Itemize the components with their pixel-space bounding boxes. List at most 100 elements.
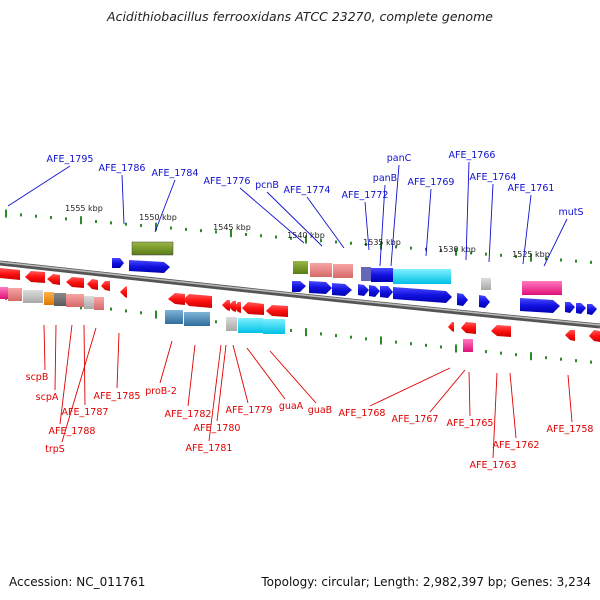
gene-arrow [358,284,369,296]
feature-box [8,288,22,301]
gene-label[interactable]: AFE_1782 [165,409,212,420]
leader-line [59,324,73,425]
gene-label[interactable]: AFE_1781 [186,443,233,454]
gene-arrow [25,271,45,283]
forward-gene-labels: AFE_1795 AFE_1786 AFE_1784 AFE_1776 pcnB AFE_… [7,150,584,267]
leader-line [187,344,196,407]
feature-box [333,264,353,278]
forward-strand-features [112,241,597,315]
gene-arrow [112,258,124,268]
gene-arrow [520,298,560,313]
feature-box [393,269,451,284]
gene-label[interactable]: trpS [45,444,65,455]
gene-label[interactable]: AFE_1765 [447,418,494,429]
gene-label[interactable]: proB-2 [145,386,177,397]
gene-label[interactable]: AFE_1763 [470,460,517,471]
gene-arrow [576,303,586,314]
scale-label: 1555 kbp [65,204,103,213]
feature-box [131,241,174,256]
gene-arrow [491,325,511,337]
scale-label: 1530 kbp [438,245,476,254]
feature-box [94,297,104,310]
gene-label[interactable]: AFE_1767 [392,414,439,425]
leader-line [154,179,176,233]
gene-label[interactable]: AFE_1779 [226,405,273,416]
leader-line [116,332,120,389]
gene-label[interactable]: AFE_1768 [339,408,386,419]
gene-label[interactable]: mutS [558,207,583,218]
leader-line [61,327,97,443]
gene-label[interactable]: AFE_1764 [470,172,517,183]
gene-label[interactable]: scpB [26,372,49,383]
leader-line [7,165,71,207]
gene-arrow [0,268,20,280]
gene-label[interactable]: panB [373,173,397,184]
gene-arrow [87,279,98,290]
reverse-strand-features [0,268,600,352]
gene-label[interactable]: AFE_1762 [493,440,540,451]
gene-label[interactable]: scpA [36,392,59,403]
leader-line [306,196,345,249]
feature-box [66,294,84,307]
feature-box [310,263,332,277]
leader-line [232,344,249,404]
gene-arrow [309,281,332,294]
genome-backbone-highlight [0,261,600,326]
gene-label[interactable]: AFE_1785 [94,391,141,402]
gene-label[interactable]: AFE_1769 [408,177,455,188]
leader-line [543,218,568,267]
feature-box [371,268,393,282]
scale-label: 1525 kbp [512,250,550,259]
gene-arrow [292,281,306,292]
gene-label[interactable]: AFE_1772 [342,190,389,201]
leader-line [54,324,57,391]
feature-box [226,317,237,331]
gene-label[interactable]: AFE_1758 [547,424,594,435]
leader-line [208,344,222,442]
gene-label[interactable]: AFE_1766 [449,150,496,161]
leader-line [216,344,227,422]
gene-arrow [587,304,597,315]
gene-label[interactable]: AFE_1761 [508,183,555,194]
gene-label[interactable]: AFE_1787 [62,407,109,418]
gene-arrow [589,330,600,342]
leader-line [468,371,471,417]
leader-line [425,188,432,257]
feature-box [361,267,371,281]
gene-label[interactable]: AFE_1784 [152,168,199,179]
gene-label[interactable]: AFE_1776 [204,176,251,187]
gene-arrow [565,330,575,341]
leader-line [369,367,451,407]
gene-arrow [228,301,236,312]
gene-label[interactable]: pcnB [255,180,279,191]
gene-arrow [168,293,185,305]
gene-label[interactable]: guaB [308,405,332,416]
feature-box [23,290,43,303]
gene-label[interactable]: AFE_1780 [194,423,241,434]
gene-arrow [234,302,241,313]
gene-label[interactable]: AFE_1774 [284,185,331,196]
feature-box [522,281,562,295]
leader-line [266,191,323,247]
leader-line [239,187,305,244]
gene-arrow [129,260,170,273]
feature-box [84,296,94,309]
leader-line [522,194,532,265]
gene-label[interactable]: AFE_1788 [49,426,96,437]
gene-arrow [120,286,127,298]
gene-arrow [369,285,380,297]
gene-arrow [183,294,212,308]
gene-arrow [222,300,230,311]
gene-arrow [66,277,84,288]
gene-arrow [101,281,110,291]
feature-box [481,278,491,290]
scale-label: 1550 kbp [139,213,177,222]
gene-label[interactable]: guaA [279,401,304,412]
gene-label[interactable]: panC [387,153,412,164]
gene-label[interactable]: AFE_1795 [47,154,94,165]
gene-label[interactable]: AFE_1786 [99,163,146,174]
leader-line [488,183,494,263]
